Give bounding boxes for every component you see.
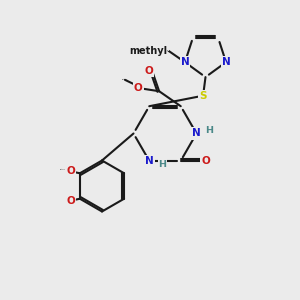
Text: N: N (181, 57, 189, 67)
Text: methoxy: methoxy (122, 79, 128, 80)
Text: O: O (134, 83, 142, 93)
Text: S: S (199, 91, 207, 101)
Text: H: H (206, 126, 214, 135)
Text: O: O (67, 167, 75, 176)
Text: methyl: methyl (129, 46, 167, 56)
Text: O: O (67, 196, 75, 206)
Text: O: O (201, 156, 210, 166)
Text: methoxy: methoxy (60, 169, 66, 170)
Text: N: N (192, 128, 201, 139)
Text: methyl: methyl (164, 50, 169, 51)
Text: O: O (134, 83, 142, 93)
Text: H: H (158, 160, 166, 169)
Text: N: N (222, 57, 230, 67)
Text: N: N (145, 156, 154, 166)
Text: O: O (144, 66, 153, 76)
